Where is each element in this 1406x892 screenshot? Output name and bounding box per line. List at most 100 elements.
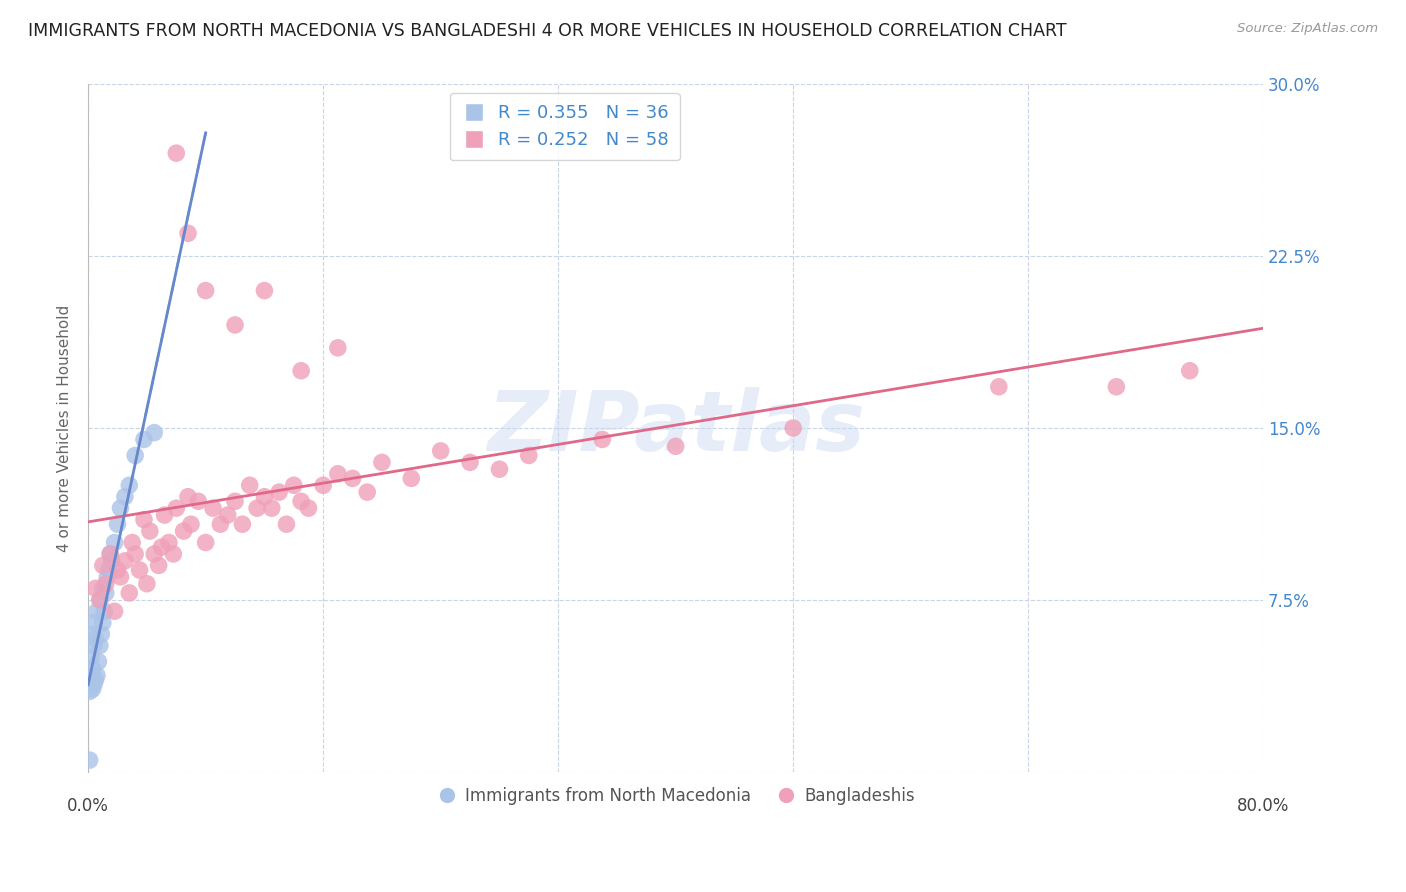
Point xyxy=(84,673,107,687)
Point xyxy=(100,554,122,568)
Point xyxy=(177,490,200,504)
Point xyxy=(86,604,108,618)
Point xyxy=(98,547,121,561)
Point xyxy=(253,284,276,298)
Point xyxy=(110,570,132,584)
Legend: Immigrants from North Macedonia, Bangladeshis: Immigrants from North Macedonia, Banglad… xyxy=(430,780,921,812)
Point xyxy=(83,615,105,630)
Point xyxy=(93,604,115,618)
Point xyxy=(91,615,114,630)
Point xyxy=(356,485,378,500)
Point xyxy=(135,576,157,591)
Point xyxy=(104,604,127,618)
Point xyxy=(326,341,349,355)
Point xyxy=(79,753,101,767)
Point xyxy=(153,508,176,522)
Point xyxy=(91,582,114,596)
Point xyxy=(97,563,120,577)
Point xyxy=(82,682,104,697)
Point xyxy=(194,284,217,298)
Point xyxy=(139,524,162,538)
Point xyxy=(371,455,394,469)
Text: 80.0%: 80.0% xyxy=(1237,797,1289,814)
Point xyxy=(269,485,291,500)
Point xyxy=(91,558,114,573)
Point xyxy=(80,668,103,682)
Point xyxy=(86,668,108,682)
Point xyxy=(253,490,276,504)
Point xyxy=(217,508,239,522)
Point xyxy=(79,684,101,698)
Point xyxy=(260,501,283,516)
Point xyxy=(96,570,118,584)
Point xyxy=(98,547,121,561)
Y-axis label: 4 or more Vehicles in Household: 4 or more Vehicles in Household xyxy=(58,304,72,551)
Point xyxy=(224,318,246,332)
Point xyxy=(128,563,150,577)
Point xyxy=(104,535,127,549)
Point xyxy=(458,455,481,469)
Point xyxy=(665,439,688,453)
Point xyxy=(517,449,540,463)
Point xyxy=(87,655,110,669)
Point xyxy=(90,627,112,641)
Point xyxy=(591,433,613,447)
Point xyxy=(79,673,101,687)
Point xyxy=(276,517,298,532)
Point xyxy=(124,449,146,463)
Point xyxy=(165,146,187,161)
Point xyxy=(177,227,200,241)
Text: ZIPatlas: ZIPatlas xyxy=(486,387,865,468)
Point xyxy=(118,586,141,600)
Point xyxy=(312,478,335,492)
Point xyxy=(209,517,232,532)
Point xyxy=(124,547,146,561)
Point xyxy=(246,501,269,516)
Point xyxy=(297,501,319,516)
Point xyxy=(401,471,423,485)
Point xyxy=(143,547,166,561)
Point xyxy=(114,490,136,504)
Point xyxy=(110,501,132,516)
Point xyxy=(162,547,184,561)
Point xyxy=(94,576,117,591)
Text: 0.0%: 0.0% xyxy=(67,797,110,814)
Point xyxy=(429,443,451,458)
Point xyxy=(157,535,180,549)
Point xyxy=(84,632,107,646)
Point xyxy=(283,478,305,492)
Point xyxy=(121,535,143,549)
Point xyxy=(89,592,111,607)
Point xyxy=(231,517,253,532)
Point xyxy=(150,540,173,554)
Text: Source: ZipAtlas.com: Source: ZipAtlas.com xyxy=(1237,22,1378,36)
Point xyxy=(143,425,166,440)
Point xyxy=(84,582,107,596)
Point xyxy=(224,494,246,508)
Point xyxy=(94,586,117,600)
Point xyxy=(1178,364,1201,378)
Point xyxy=(83,639,105,653)
Point xyxy=(82,661,104,675)
Point xyxy=(987,380,1010,394)
Point xyxy=(132,433,155,447)
Point xyxy=(290,494,312,508)
Point xyxy=(782,421,804,435)
Point xyxy=(239,478,262,492)
Point xyxy=(114,554,136,568)
Point xyxy=(180,517,202,532)
Point xyxy=(165,501,187,516)
Point xyxy=(342,471,364,485)
Point xyxy=(132,513,155,527)
Point xyxy=(80,677,103,691)
Point xyxy=(89,592,111,607)
Point xyxy=(80,650,103,665)
Point xyxy=(194,535,217,549)
Point xyxy=(1105,380,1128,394)
Point xyxy=(118,478,141,492)
Point xyxy=(89,639,111,653)
Point xyxy=(82,627,104,641)
Point xyxy=(173,524,195,538)
Point xyxy=(201,501,224,516)
Point xyxy=(148,558,170,573)
